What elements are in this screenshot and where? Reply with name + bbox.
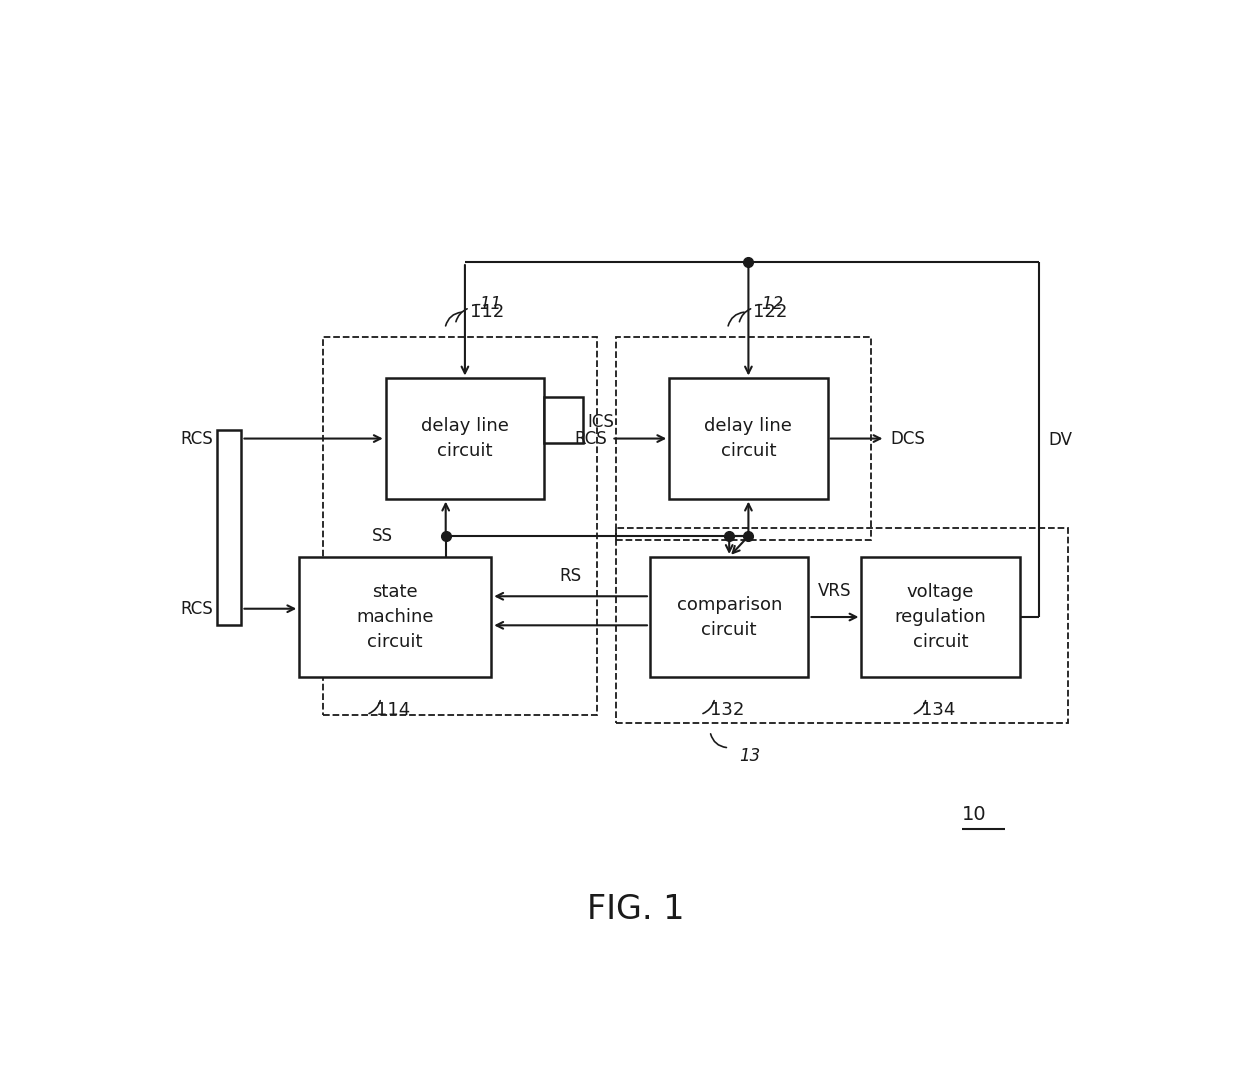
Text: 134: 134 — [921, 702, 956, 719]
Bar — [616, 337, 870, 540]
Text: delay line
circuit: delay line circuit — [704, 417, 792, 460]
Text: SS: SS — [372, 527, 393, 545]
Bar — [217, 430, 242, 625]
Text: FIG. 1: FIG. 1 — [587, 893, 684, 926]
Bar — [616, 528, 1068, 723]
Text: RCS: RCS — [574, 429, 606, 447]
Text: DV: DV — [1049, 430, 1073, 448]
Text: 132: 132 — [711, 702, 744, 719]
Bar — [386, 378, 544, 499]
Text: -12: -12 — [756, 294, 784, 313]
Text: 13: 13 — [739, 747, 760, 765]
Bar — [650, 557, 808, 677]
Text: voltage
regulation
circuit: voltage regulation circuit — [895, 583, 987, 651]
Text: 122: 122 — [753, 303, 787, 321]
Bar — [862, 557, 1021, 677]
Bar — [670, 378, 828, 499]
Text: RCS: RCS — [180, 429, 213, 447]
Text: DCS: DCS — [890, 429, 925, 447]
Text: 10: 10 — [962, 804, 987, 824]
Text: RS: RS — [559, 567, 582, 584]
Text: ICS: ICS — [588, 413, 614, 431]
Text: state
machine
circuit: state machine circuit — [357, 583, 434, 651]
Text: RCS: RCS — [180, 599, 213, 618]
Bar — [544, 397, 583, 443]
Text: -11: -11 — [474, 294, 501, 313]
Text: delay line
circuit: delay line circuit — [422, 417, 508, 460]
Text: 114: 114 — [376, 702, 410, 719]
Text: VRS: VRS — [818, 582, 852, 600]
Bar — [324, 336, 596, 715]
Text: 112: 112 — [470, 303, 503, 321]
Bar — [299, 557, 491, 677]
Text: comparison
circuit: comparison circuit — [677, 595, 782, 638]
